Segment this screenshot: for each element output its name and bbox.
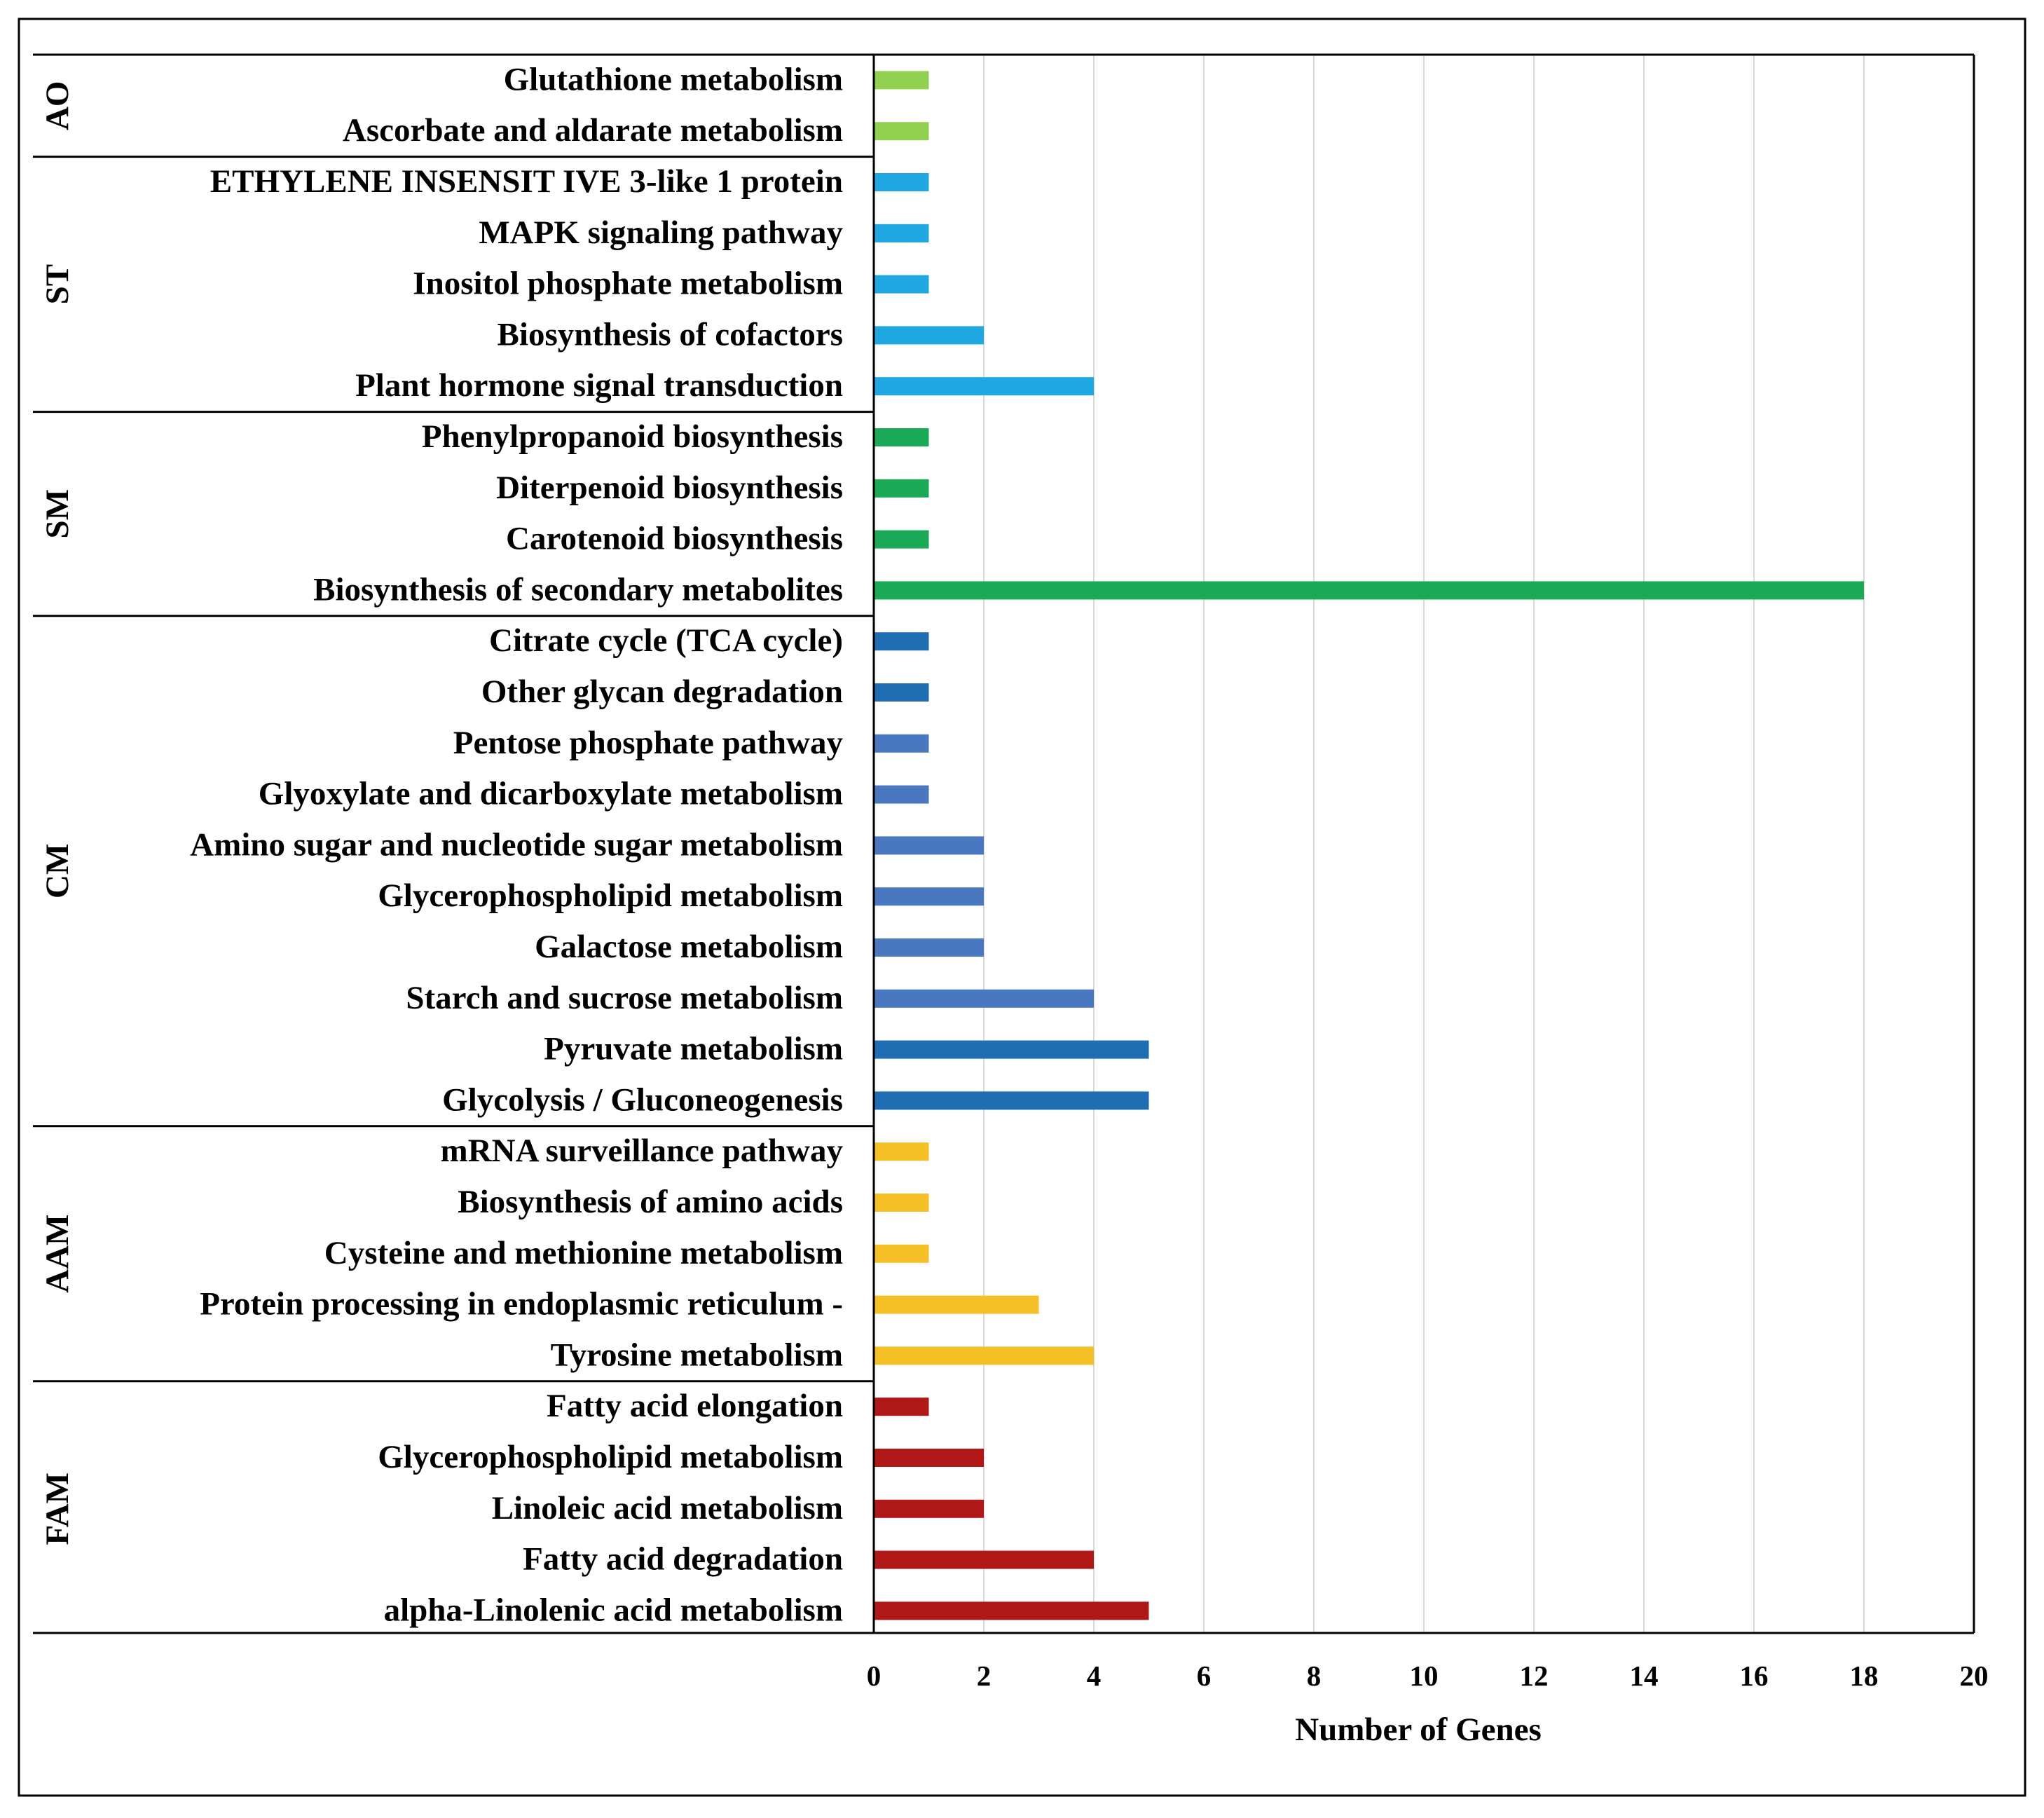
category-label: Pyruvate metabolism <box>544 1031 843 1067</box>
category-label: Other glycan degradation <box>481 674 843 710</box>
bar <box>874 785 929 804</box>
category-label: MAPK signaling pathway <box>479 214 843 251</box>
bar <box>874 734 929 753</box>
category-label: Linoleic acid metabolism <box>492 1490 843 1526</box>
category-label: Protein processing in endoplasmic reticu… <box>200 1286 843 1323</box>
bar <box>874 1142 929 1161</box>
bar <box>874 1449 984 1467</box>
category-label: Amino sugar and nucleotide sugar metabol… <box>190 826 843 863</box>
bar <box>874 938 984 957</box>
category-label: Carotenoid biosynthesis <box>506 521 843 557</box>
category-label: ETHYLENE INSENSIT IVE 3-like 1 protein <box>210 163 843 200</box>
category-label: Phenylpropanoid biosynthesis <box>422 418 843 455</box>
bar <box>874 173 929 191</box>
group-label: ST <box>39 264 76 305</box>
bar <box>874 1346 1094 1365</box>
x-axis-title: Number of Genes <box>1295 1711 1542 1748</box>
bar <box>874 122 929 141</box>
group-label: CM <box>39 844 76 898</box>
bar <box>874 989 1094 1008</box>
bar <box>874 887 984 906</box>
group-label: AO <box>39 81 76 131</box>
category-label: Galactose metabolism <box>535 929 843 965</box>
group-label: AAM <box>39 1215 76 1293</box>
category-label: Glycerophospholipid metabolism <box>378 877 843 914</box>
bar <box>874 836 984 855</box>
x-tick-label: 16 <box>1740 1660 1769 1692</box>
category-label: alpha-Linolenic acid metabolism <box>384 1592 843 1628</box>
bar <box>874 530 929 549</box>
category-label: Diterpenoid biosynthesis <box>496 470 843 506</box>
x-tick-label: 10 <box>1410 1660 1439 1692</box>
x-tick-label: 14 <box>1630 1660 1659 1692</box>
bar <box>874 1397 929 1416</box>
x-tick-label: 18 <box>1850 1660 1879 1692</box>
figure-border <box>18 18 2026 1797</box>
x-tick-label: 4 <box>1087 1660 1102 1692</box>
bar <box>874 479 929 498</box>
category-labels: Glutathione metabolism Ascorbate and alda… <box>190 61 843 1628</box>
category-label: Citrate cycle (TCA cycle) <box>489 622 843 659</box>
category-label: Ascorbate and aldarate metabolism <box>343 112 843 149</box>
bars <box>874 71 1864 1620</box>
category-label: Biosynthesis of cofactors <box>498 316 843 353</box>
bar <box>874 632 929 651</box>
bar <box>874 71 929 90</box>
category-label: Cysteine and methionine metabolism <box>324 1235 843 1271</box>
bar <box>874 428 929 446</box>
bar <box>874 683 929 702</box>
category-label: Glutathione metabolism <box>504 61 843 97</box>
group-label: SM <box>39 489 76 539</box>
x-tick-label: 6 <box>1197 1660 1212 1692</box>
chart-frame <box>33 53 1975 1634</box>
category-label: Starch and sucrose metabolism <box>406 980 843 1016</box>
category-label: Glycolysis / Gluconeogenesis <box>442 1081 843 1118</box>
bar <box>874 224 929 242</box>
x-tick-label: 12 <box>1520 1660 1549 1692</box>
x-tick-label: 2 <box>977 1660 992 1692</box>
bar <box>874 326 984 345</box>
x-tick-label: 20 <box>1960 1660 1989 1692</box>
bar <box>874 275 929 294</box>
x-tick-label: 8 <box>1307 1660 1322 1692</box>
category-label: Fatty acid degradation <box>523 1541 843 1578</box>
bar <box>874 581 1864 600</box>
group-label: FAM <box>39 1472 76 1545</box>
x-tick-label: 0 <box>867 1660 882 1692</box>
bar <box>874 377 1094 396</box>
bar <box>874 1091 1149 1110</box>
bar <box>874 1601 1149 1620</box>
bar <box>874 1040 1149 1059</box>
category-label: Glyoxylate and dicarboxylate metabolism <box>259 776 843 812</box>
category-label: Plant hormone signal transduction <box>355 367 843 404</box>
bar <box>874 1244 929 1263</box>
group-labels: AO ST SM CM AAM FAM <box>39 81 76 1545</box>
category-label: Inositol phosphate metabolism <box>413 266 843 302</box>
bar <box>874 1295 1039 1314</box>
category-label: Pentose phosphate pathway <box>453 725 844 761</box>
category-label: Fatty acid elongation <box>547 1388 843 1424</box>
category-label: Biosynthesis of secondary metabolites <box>313 571 843 608</box>
bar <box>874 1194 929 1212</box>
bar <box>874 1550 1094 1569</box>
category-label: Glycerophospholipid metabolism <box>378 1439 843 1475</box>
category-label: Biosynthesis of amino acids <box>458 1184 843 1220</box>
x-axis-ticks: 0 2 4 6 8 10 12 14 16 18 20 <box>867 1660 1989 1692</box>
category-label: Tyrosine metabolism <box>551 1337 843 1373</box>
category-label: mRNA surveillance pathway <box>441 1133 844 1169</box>
bar <box>874 1499 984 1518</box>
